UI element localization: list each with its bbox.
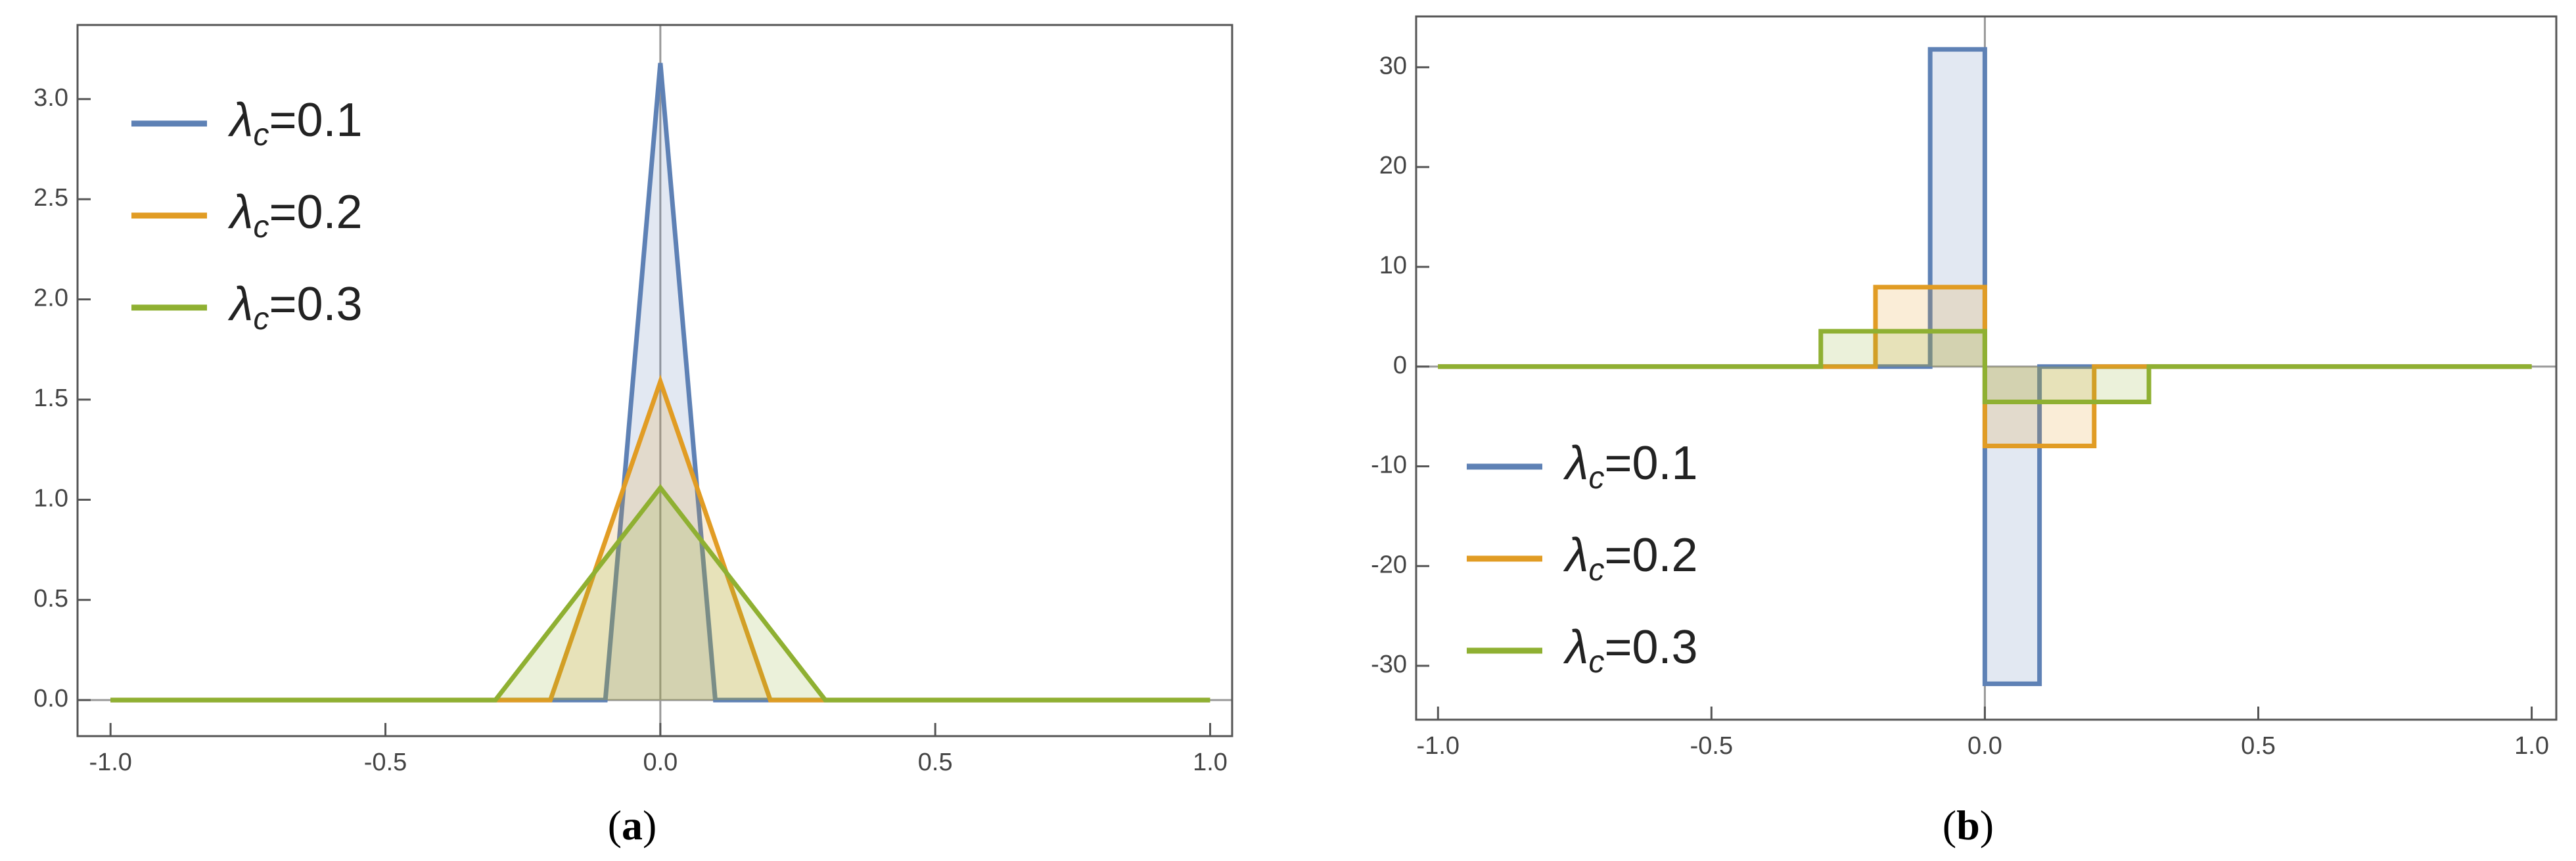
y-tick-label: 1.5 (34, 384, 68, 412)
legend-subscript: c (253, 302, 269, 337)
legend-value: =0.2 (1604, 529, 1697, 582)
legend-symbol: λ (227, 278, 253, 331)
legend-symbol: λ (1563, 621, 1588, 674)
caption-close: ) (1980, 802, 1994, 849)
y-tick-label: 0.5 (34, 585, 68, 613)
legend-symbol: λ (227, 186, 253, 239)
x-tick-label: 1.0 (2514, 732, 2549, 760)
caption-open: ( (608, 802, 622, 849)
y-tick-label: 2.0 (34, 285, 68, 312)
legend-label: λc=0.1 (227, 94, 363, 152)
legend-subscript: c (1588, 553, 1604, 588)
y-tick-label: 0.0 (34, 685, 68, 712)
legend-subscript: c (253, 118, 269, 152)
legend-label: λc=0.3 (1563, 621, 1698, 680)
legend-value: =0.1 (269, 94, 362, 147)
x-tick-label: 0.0 (643, 749, 678, 776)
y-tick-label: 1.0 (34, 484, 68, 512)
legend-subscript: c (1588, 461, 1604, 496)
caption-letter: a (622, 802, 643, 849)
legend-label: λc=0.3 (227, 278, 363, 337)
legend-subscript: c (253, 210, 269, 244)
legend-value: =0.3 (1604, 621, 1697, 674)
x-tick-label: 1.0 (1193, 749, 1228, 776)
legend-value: =0.2 (269, 186, 362, 239)
caption: (b) (1943, 802, 1994, 849)
x-tick-label: -0.5 (364, 749, 407, 776)
series-area (110, 484, 1210, 703)
x-tick-label: -1.0 (1417, 732, 1460, 760)
legend-label: λc=0.2 (227, 186, 363, 244)
legend-symbol: λ (1563, 529, 1588, 582)
caption-close: ) (643, 802, 656, 849)
x-tick-label: 0.0 (1967, 732, 2002, 760)
x-tick-label: -0.5 (1690, 732, 1733, 760)
x-tick-label: -1.0 (89, 749, 131, 776)
caption: (a) (608, 802, 657, 849)
legend-label: λc=0.2 (1563, 529, 1698, 588)
y-tick-label: -30 (1371, 651, 1407, 678)
legend-value: =0.1 (1604, 437, 1697, 490)
y-tick-label: -10 (1371, 452, 1407, 479)
x-tick-label: 0.5 (918, 749, 953, 776)
legend-label: λc=0.1 (1563, 437, 1698, 496)
legend-subscript: c (1588, 645, 1604, 680)
y-tick-label: 10 (1379, 252, 1407, 279)
y-tick-label: -20 (1371, 551, 1407, 578)
legend-value: =0.3 (269, 278, 362, 331)
y-tick-label: 30 (1379, 52, 1407, 80)
legend-symbol: λ (1563, 437, 1588, 490)
y-tick-label: 2.5 (34, 184, 68, 212)
legend-symbol: λ (227, 94, 253, 147)
caption-open: ( (1943, 802, 1956, 849)
series-area (1438, 329, 2532, 404)
plot-frame (1415, 15, 2558, 721)
caption-letter: b (1956, 802, 1980, 849)
x-tick-label: 0.5 (2241, 732, 2276, 760)
plot-frame (76, 24, 1233, 737)
y-tick-label: 3.0 (34, 84, 68, 112)
y-tick-label: 20 (1379, 152, 1407, 179)
y-tick-label: 0 (1393, 352, 1407, 379)
